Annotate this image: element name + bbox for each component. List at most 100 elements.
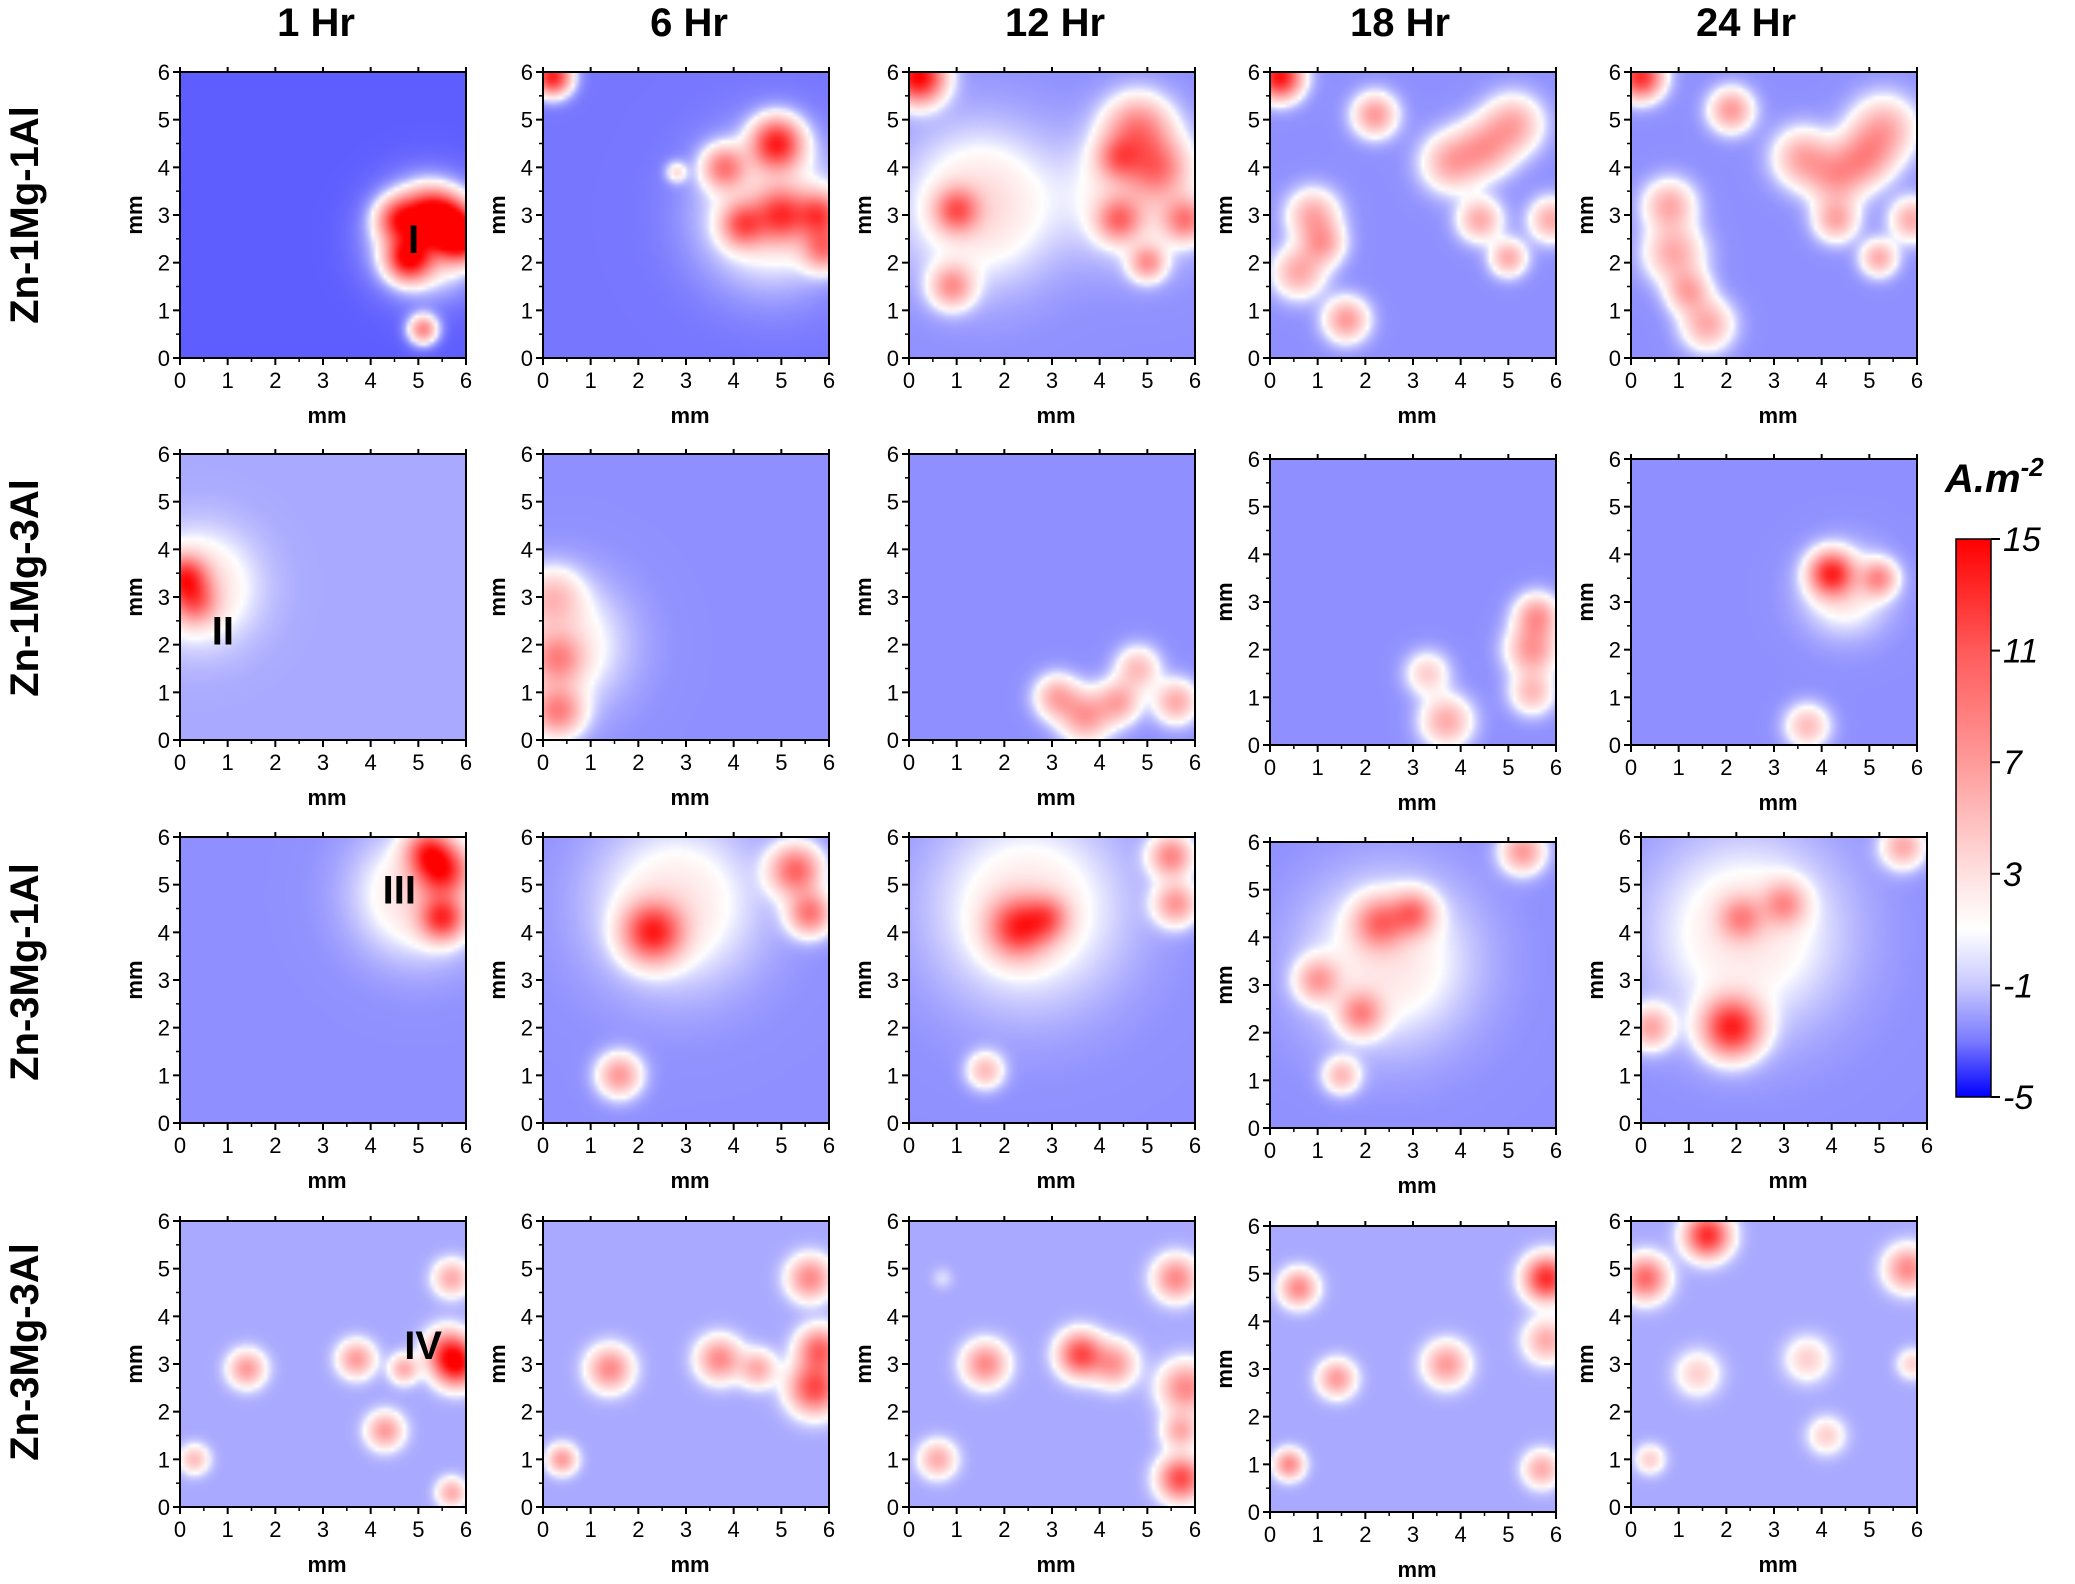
- heatmap-field: [180, 1221, 466, 1507]
- x-tick-label: 1: [222, 750, 234, 775]
- y-tick-label: 2: [1619, 1016, 1631, 1041]
- x-tick-label: 4: [1094, 750, 1106, 775]
- y-tick-label: 3: [887, 968, 899, 993]
- x-axis-label: mm: [1036, 785, 1075, 810]
- y-tick-label: 0: [521, 1495, 533, 1520]
- y-tick-label: 5: [1248, 878, 1260, 903]
- y-tick-label: 5: [158, 1257, 170, 1282]
- x-tick-label: 4: [1826, 1133, 1838, 1158]
- y-tick-label: 5: [521, 490, 533, 515]
- y-tick-label: 5: [887, 108, 899, 133]
- x-tick-label: 0: [1635, 1133, 1647, 1158]
- x-tick-label: 4: [1816, 755, 1828, 780]
- y-tick-label: 1: [887, 298, 899, 323]
- y-axis-label: mm: [851, 577, 876, 616]
- x-tick-label: 3: [1768, 1517, 1780, 1542]
- x-tick-label: 3: [1407, 755, 1419, 780]
- y-tick-label: 4: [521, 1304, 533, 1329]
- x-axis-label: mm: [307, 403, 346, 428]
- y-tick-label: 6: [887, 442, 899, 467]
- y-tick-label: 0: [521, 1111, 533, 1136]
- y-tick-label: 1: [158, 680, 170, 705]
- y-tick-label: 0: [887, 1495, 899, 1520]
- x-tick-label: 3: [317, 750, 329, 775]
- y-tick-label: 0: [1248, 1500, 1260, 1525]
- x-tick-label: 0: [174, 1517, 186, 1542]
- column-titles: 1 Hr 6 Hr 12 Hr 18 Hr 24 Hr: [277, 1, 1796, 45]
- y-tick-label: 5: [521, 873, 533, 898]
- colorbar-ticks: 15 11 7 3 -1 -5: [1991, 521, 2041, 1117]
- x-tick-label: 2: [269, 1133, 281, 1158]
- y-tick-label: 1: [521, 298, 533, 323]
- y-tick-label: 2: [887, 251, 899, 276]
- y-tick-label: 1: [521, 1447, 533, 1472]
- heatmap-field: [1270, 1226, 1556, 1512]
- x-axis-label: mm: [307, 1552, 346, 1577]
- y-tick-label: 3: [1248, 973, 1260, 998]
- y-tick-label: 3: [1248, 1357, 1260, 1382]
- x-tick-label: 3: [1768, 755, 1780, 780]
- annotation-label: IV: [404, 1324, 442, 1368]
- x-tick-label: 5: [1141, 368, 1153, 393]
- x-tick-label: 2: [632, 1517, 644, 1542]
- y-tick-label: 1: [1609, 1447, 1621, 1472]
- x-tick-label: 1: [222, 368, 234, 393]
- x-tick-label: 3: [1046, 1133, 1058, 1158]
- heatmap-field: [1270, 72, 1556, 358]
- panel-0-4: 00 1 1 2 2 3 3 4 4 5 5 6 6 mm mm: [1573, 60, 1923, 428]
- heatmap-field: [180, 72, 466, 358]
- x-tick-label: 6: [1911, 755, 1923, 780]
- x-tick-label: 0: [174, 368, 186, 393]
- row-title-zn-3mg-3al: Zn-3Mg-3Al: [3, 1243, 47, 1461]
- y-tick-label: 2: [158, 1016, 170, 1041]
- y-tick-label: 2: [158, 251, 170, 276]
- y-axis-label: mm: [1212, 1349, 1237, 1388]
- annotation-label: I: [408, 218, 419, 262]
- x-tick-label: 1: [585, 1517, 597, 1542]
- x-tick-label: 0: [537, 750, 549, 775]
- heatmap-field: [543, 72, 829, 358]
- x-tick-label: 0: [1625, 755, 1637, 780]
- y-tick-label: 4: [1609, 1304, 1621, 1329]
- x-tick-label: 1: [1673, 368, 1685, 393]
- y-axis-label: mm: [122, 577, 147, 616]
- x-tick-label: 4: [1455, 1522, 1467, 1547]
- y-tick-label: 2: [1248, 638, 1260, 663]
- colorbar-tick-label: -5: [2003, 1079, 2033, 1117]
- y-tick-label: 0: [158, 346, 170, 371]
- x-tick-label: 1: [585, 368, 597, 393]
- x-tick-label: 4: [365, 750, 377, 775]
- y-tick-label: 0: [1609, 346, 1621, 371]
- x-tick-label: 5: [1502, 755, 1514, 780]
- x-axis-label: mm: [670, 403, 709, 428]
- x-tick-label: 6: [1550, 1522, 1562, 1547]
- y-tick-label: 5: [1609, 1257, 1621, 1282]
- y-tick-label: 2: [1248, 251, 1260, 276]
- x-axis-label: mm: [1758, 790, 1797, 815]
- x-axis-label: mm: [1036, 1168, 1075, 1193]
- x-tick-label: 2: [1359, 1138, 1371, 1163]
- panel-2-0: 00 1 1 2 2 3 3 4 4 5 5 6 6 mm mm: [122, 825, 472, 1193]
- y-tick-label: 4: [158, 537, 170, 562]
- x-axis-label: mm: [1758, 403, 1797, 428]
- heatmap-field: [180, 837, 466, 1123]
- column-title-18hr: 18 Hr: [1350, 1, 1450, 45]
- y-tick-label: 1: [521, 1063, 533, 1088]
- x-tick-label: 5: [1141, 750, 1153, 775]
- heatmap-field: [1631, 459, 1917, 745]
- y-tick-label: 5: [1248, 1262, 1260, 1287]
- y-tick-label: 0: [1248, 346, 1260, 371]
- y-tick-label: 4: [1248, 925, 1260, 950]
- x-tick-label: 1: [1312, 368, 1324, 393]
- heatmap-field: [180, 454, 466, 740]
- x-tick-label: 1: [222, 1133, 234, 1158]
- heatmap-field: [1270, 459, 1556, 745]
- x-tick-label: 5: [412, 750, 424, 775]
- y-tick-label: 1: [1248, 298, 1260, 323]
- y-axis-label: mm: [485, 960, 510, 999]
- x-tick-label: 4: [1816, 368, 1828, 393]
- heatmap-panels: 00112233445566mmmm00112233445566mmmm0011…: [122, 60, 1933, 1582]
- y-tick-label: 1: [158, 298, 170, 323]
- x-tick-label: 3: [680, 1517, 692, 1542]
- y-tick-label: 6: [887, 60, 899, 85]
